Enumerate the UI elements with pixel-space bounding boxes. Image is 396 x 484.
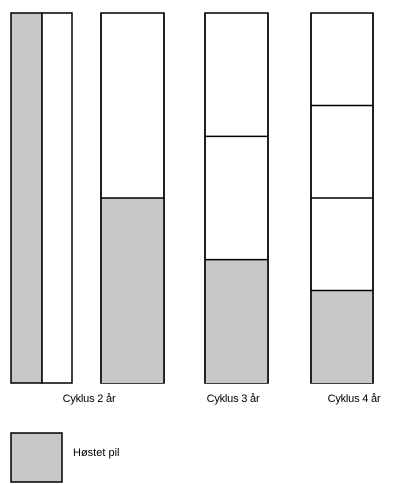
cycle-column-3-years	[204, 12, 269, 384]
cycle-columns	[100, 12, 374, 384]
cycle-column-2-years	[100, 12, 165, 384]
annual-empty-column	[41, 12, 73, 384]
harvested-segment	[311, 290, 373, 383]
legend-label: Høstet pil	[73, 447, 120, 459]
harvested-segment	[101, 198, 164, 383]
cycle-label-4-years: Cyklus 4 år	[327, 393, 381, 405]
annual-harvested-column	[10, 12, 43, 384]
annual-harvest-pair	[10, 12, 73, 384]
harvested-segment	[205, 259, 268, 383]
legend-swatch	[10, 432, 63, 483]
cycle-label-2-years: Cyklus 2 år	[62, 393, 116, 405]
cycle-column-4-years	[310, 12, 374, 384]
cycle-label-3-years: Cyklus 3 år	[206, 393, 260, 405]
